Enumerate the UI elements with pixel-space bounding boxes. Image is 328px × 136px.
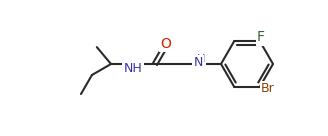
Text: F: F — [257, 30, 265, 44]
Text: O: O — [161, 37, 172, 51]
Text: Br: Br — [261, 82, 275, 95]
Text: NH: NH — [124, 63, 142, 75]
Text: N: N — [193, 56, 203, 69]
Text: H: H — [197, 54, 205, 64]
